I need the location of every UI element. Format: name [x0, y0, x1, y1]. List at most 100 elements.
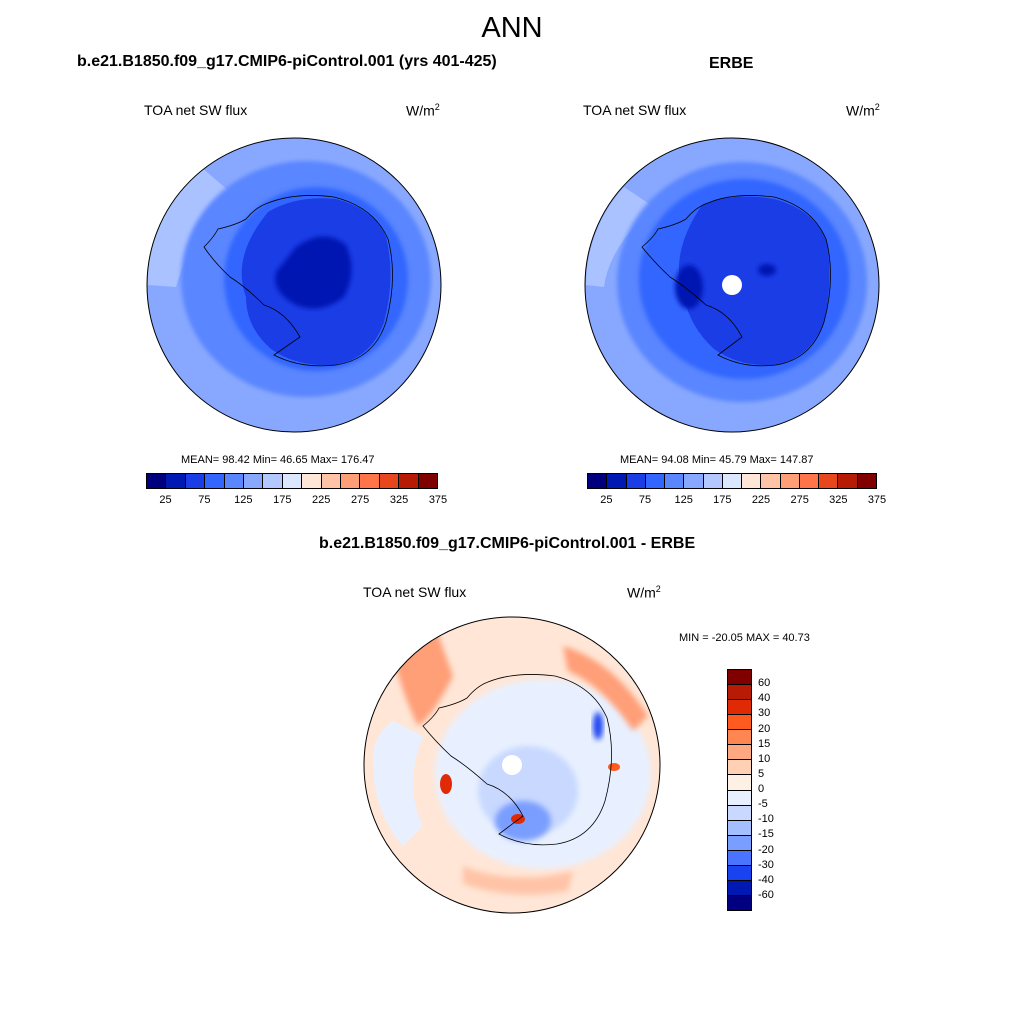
- panel-1-colorbar: [146, 473, 438, 489]
- panel-3-colorbar-tick-label: -10: [758, 813, 774, 826]
- panel-3-hotspot-east: [608, 763, 620, 771]
- figure-title: ANN: [481, 12, 543, 44]
- panel-1-colorbar-tick-label: 325: [389, 494, 409, 506]
- panel-3-band-northeast-warm: [563, 646, 648, 731]
- panel-2-units-label: W/m2: [846, 102, 880, 119]
- panel-1-band-lightest: [147, 167, 236, 287]
- panel-3-band-south-warm: [463, 866, 573, 895]
- panel-3-units-label: W/m2: [627, 584, 661, 601]
- panel-2-map-border: [584, 137, 880, 433]
- panel-1-title: b.e21.B1850.f09_g17.CMIP6-piControl.001 …: [77, 53, 497, 70]
- panel-1-map-border: [146, 137, 442, 433]
- panel-3-colorbar-swatch: [728, 804, 751, 820]
- panel-2-band-core-west: [675, 265, 703, 309]
- panel-3-colorbar-tick-label: -20: [758, 843, 774, 856]
- panel-3-colorbar-tick-label: -5: [758, 798, 768, 811]
- panel-3-units-exp: 2: [655, 584, 661, 594]
- panel-2-colorbar-swatch: [721, 474, 742, 488]
- panel-1-polar-map: [146, 137, 442, 433]
- panel-3-colorbar-swatch: [728, 699, 751, 715]
- panel-3-colorbar-swatch: [728, 819, 751, 835]
- panel-1-colorbar-tick-label: 175: [273, 494, 292, 506]
- panel-3-colorbar-tick-label: 20: [758, 722, 771, 735]
- panel-2-colorbar-swatch: [683, 474, 703, 488]
- panel-1-colorbar-swatch: [243, 474, 263, 488]
- panel-3-variable-label: TOA net SW flux: [363, 584, 467, 600]
- panel-2-colorbar-swatch: [606, 474, 626, 488]
- panel-1-colorbar-tick-label: 75: [198, 494, 211, 506]
- panel-3-colorbar-tick-label: -15: [758, 828, 774, 841]
- panel-3-colorbar-swatch: [728, 684, 751, 700]
- panel-3-colorbar-swatch: [728, 744, 751, 760]
- panel-1-units-exp: 2: [434, 102, 440, 112]
- panel-1-units-label: W/m2: [406, 102, 440, 119]
- panel-1-colorbar-swatch: [301, 474, 321, 488]
- panel-3-colorbar-swatch: [728, 894, 751, 910]
- panel-2-colorbar-swatch: [741, 474, 761, 488]
- panel-3-colorbar-tick-label: 0: [758, 783, 765, 795]
- panel-2-band-lightest: [586, 187, 654, 287]
- panel-3-colorbar-tick-label: 10: [758, 752, 771, 765]
- panel-3-hotspot-west: [440, 774, 452, 794]
- panel-3-map-border: [363, 616, 661, 914]
- panel-1-colorbar-swatch: [262, 474, 282, 488]
- panel-1-colorbar-tick-label: 375: [428, 494, 448, 506]
- panel-2-colorbar-tick-label: 25: [600, 494, 613, 506]
- panel-2-colorbar-swatch: [856, 474, 876, 488]
- panel-3-colorbar-swatch: [728, 834, 751, 850]
- panel-2-stats: MEAN= 94.08 Min= 45.79 Max= 147.87: [620, 454, 814, 466]
- panel-2-colorbar-tick-label: 125: [674, 494, 693, 506]
- panel-1-colorbar-swatch: [417, 474, 438, 488]
- panel-2-colorbar-swatch: [588, 474, 607, 488]
- panel-3-colorbar-swatch: [728, 714, 751, 730]
- panel-3-colorbar-swatch: [728, 879, 751, 895]
- panel-3-title: b.e21.B1850.f09_g17.CMIP6-piControl.001 …: [319, 535, 696, 552]
- panel-2-colorbar-tick-label: 75: [638, 494, 652, 506]
- panel-3-hotspot-south: [511, 814, 525, 824]
- panel-1-colorbar-tick-label: 225: [312, 494, 331, 506]
- panel-3-units-base: W/m: [627, 584, 656, 601]
- panel-3-colorbar-swatch: [728, 789, 751, 805]
- panel-1-colorbar-swatch: [147, 474, 166, 488]
- panel-2-colorbar-tick-label: 275: [790, 494, 809, 506]
- panel-3-polar-map: [363, 616, 661, 914]
- panel-2-colorbar-swatch: [644, 474, 665, 488]
- panel-1-colorbar-swatch: [184, 474, 205, 488]
- panel-2-colorbar-swatch: [798, 474, 819, 488]
- panel-2-colorbar-tick-label: 375: [867, 494, 887, 506]
- panel-3-colorbar-tick-label: 15: [758, 737, 771, 750]
- panel-1-colorbar-swatch: [165, 474, 185, 488]
- panel-3-colorbar-tick-label: -40: [758, 873, 774, 886]
- panel-1-colorbar-tick-label: 275: [350, 494, 370, 506]
- panel-1-units-base: W/m: [406, 102, 435, 119]
- panel-2-polar-map: [584, 137, 880, 433]
- panel-2-colorbar-swatch: [702, 474, 722, 488]
- panel-2-band-continent: [678, 196, 830, 366]
- panel-3-band-cold-spot: [593, 712, 603, 740]
- panel-2-pole-hole: [722, 275, 742, 295]
- panel-2-colorbar-tick-label: 225: [751, 494, 771, 506]
- panel-1-stats: MEAN= 98.42 Min= 46.65 Max= 176.47: [181, 454, 375, 466]
- panel-3-stats: MIN = -20.05 MAX = 40.73: [679, 632, 810, 644]
- panel-3-colorbar-tick-label: 30: [758, 707, 771, 720]
- panel-1-colorbar-swatch: [204, 474, 224, 488]
- panel-2-title: ERBE: [709, 55, 754, 72]
- panel-3-colorbar: [727, 669, 752, 911]
- panel-3-colorbar-swatch: [728, 864, 751, 880]
- panel-1-colorbar-swatch: [223, 474, 244, 488]
- panel-2-colorbar-swatch: [664, 474, 684, 488]
- panel-3-colorbar-tick-label: 60: [758, 677, 771, 690]
- panel-2-colorbar-swatch: [760, 474, 780, 488]
- panel-1-colorbar-tick-label: 125: [234, 494, 253, 506]
- panel-2-colorbar-swatch: [818, 474, 838, 488]
- panel-1-antarctica-coastline: [203, 195, 393, 367]
- panel-2-colorbar-tick-label: 325: [829, 494, 848, 506]
- panel-1-colorbar-swatch: [359, 474, 379, 488]
- panel-2-colorbar-tick-label: 175: [713, 494, 732, 506]
- panel-2-colorbar-swatch: [779, 474, 799, 488]
- panel-2-colorbar-swatch: [625, 474, 645, 488]
- panel-1-colorbar-swatch: [378, 474, 399, 488]
- panel-1-colorbar-swatch: [320, 474, 341, 488]
- panel-2-colorbar-swatch: [837, 474, 857, 488]
